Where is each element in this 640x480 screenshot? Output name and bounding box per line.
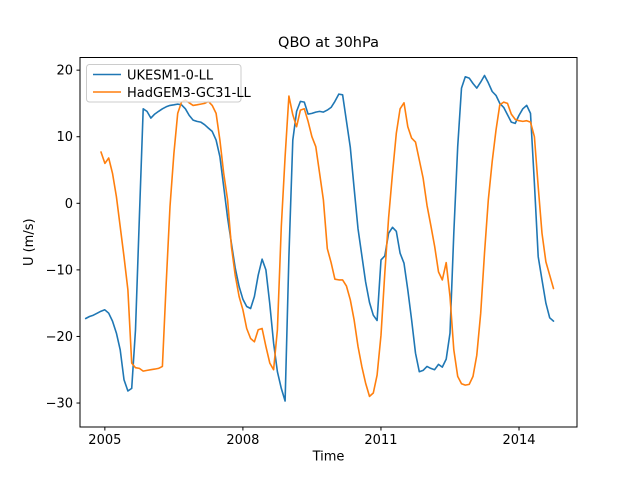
y-tick-label: 0	[65, 197, 73, 212]
y-tick-label: 10	[56, 130, 73, 145]
legend-box	[86, 64, 242, 103]
series-lines	[84, 74, 555, 402]
x-tick-label: 2005	[88, 433, 121, 448]
y-axis-label: U (m/s)	[22, 218, 37, 266]
plot-area	[80, 57, 577, 427]
x-axis: 2005 2008 2011 2014	[88, 427, 536, 448]
legend-label-hadgem: HadGEM3-GC31-LL	[127, 86, 252, 101]
x-tick-label: 2008	[226, 433, 259, 448]
y-tick-label: −30	[46, 397, 73, 412]
y-tick-label: −10	[46, 263, 73, 278]
x-tick-label: 2011	[364, 433, 397, 448]
x-tick-label: 2014	[502, 433, 535, 448]
y-tick-label: 20	[56, 64, 73, 79]
series-line-ukesm1-0-ll	[84, 74, 555, 402]
legend: UKESM1-0-LL HadGEM3-GC31-LL	[86, 64, 252, 103]
y-axis: 20 10 0 −10 −20 −30	[46, 64, 80, 412]
axes-frame	[79, 57, 578, 428]
chart-title: QBO at 30hPa	[278, 35, 379, 51]
legend-label-ukesm: UKESM1-0-LL	[127, 69, 214, 84]
y-tick-label: −20	[46, 330, 73, 345]
x-axis-label: Time	[312, 450, 345, 465]
series-line-hadgem3-gc31-ll	[100, 95, 555, 398]
